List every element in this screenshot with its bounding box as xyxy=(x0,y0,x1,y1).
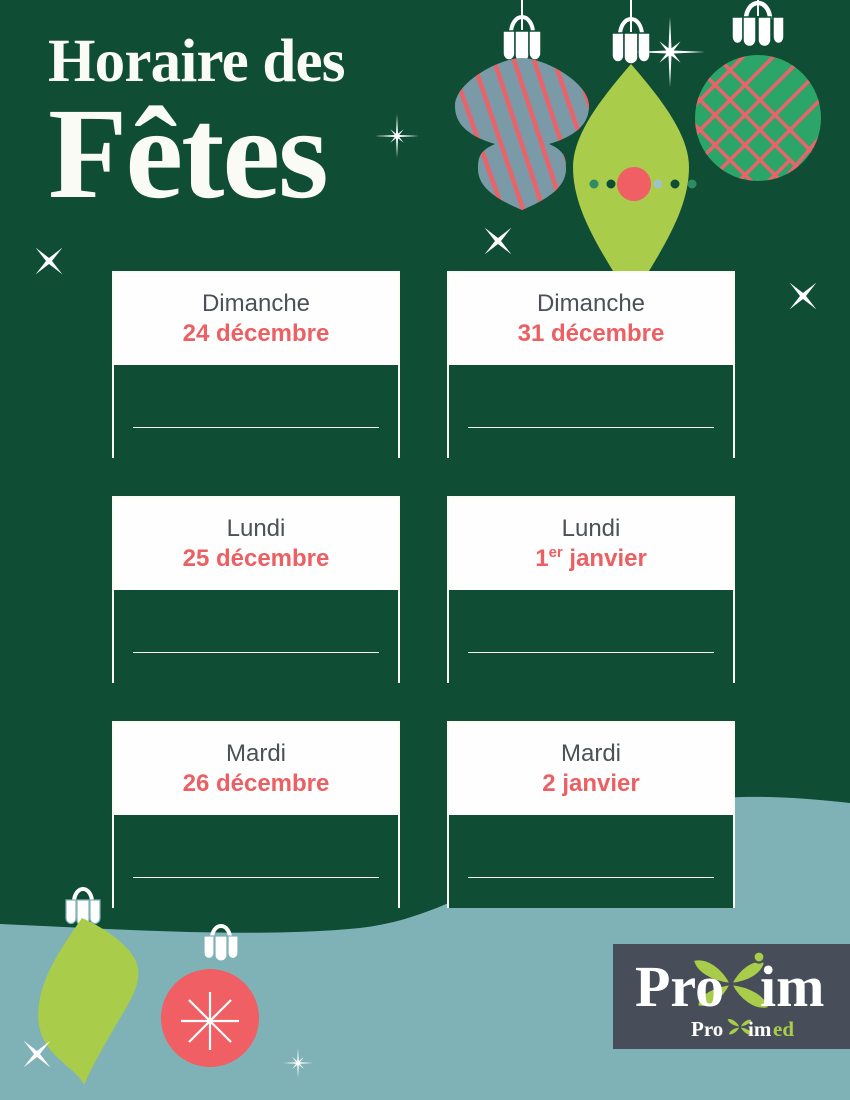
svg-text:im: im xyxy=(760,954,824,1019)
svg-text:Pro: Pro xyxy=(635,954,724,1019)
svg-text:ed: ed xyxy=(773,1017,794,1041)
svg-text:im: im xyxy=(748,1017,772,1041)
svg-text:Pro: Pro xyxy=(691,1017,723,1041)
